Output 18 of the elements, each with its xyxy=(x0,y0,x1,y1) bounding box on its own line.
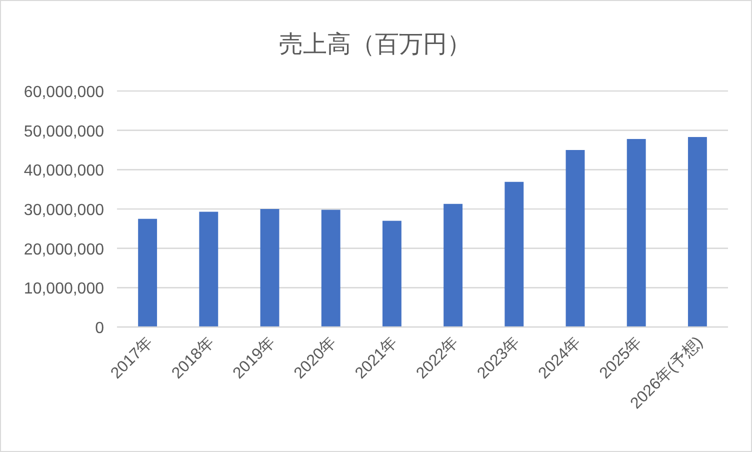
bar xyxy=(626,138,646,327)
y-tick-label: 0 xyxy=(95,320,104,337)
bar xyxy=(504,182,524,327)
bar xyxy=(444,204,463,327)
bar xyxy=(321,210,340,327)
bar xyxy=(138,218,158,327)
y-tick-label: 10,000,000 xyxy=(24,280,104,298)
bar xyxy=(199,212,218,327)
y-tick-label: 60,000,000 xyxy=(24,84,104,101)
chart-title: 売上高（百万円） xyxy=(279,31,471,58)
y-tick-label: 30,000,000 xyxy=(24,202,104,219)
bar xyxy=(688,137,707,327)
y-tick-label: 50,000,000 xyxy=(24,123,104,140)
bar xyxy=(566,150,585,327)
bar xyxy=(260,209,280,327)
y-tick-label: 40,000,000 xyxy=(24,162,104,180)
bar xyxy=(382,220,402,327)
y-tick-label: 20,000,000 xyxy=(24,241,104,258)
